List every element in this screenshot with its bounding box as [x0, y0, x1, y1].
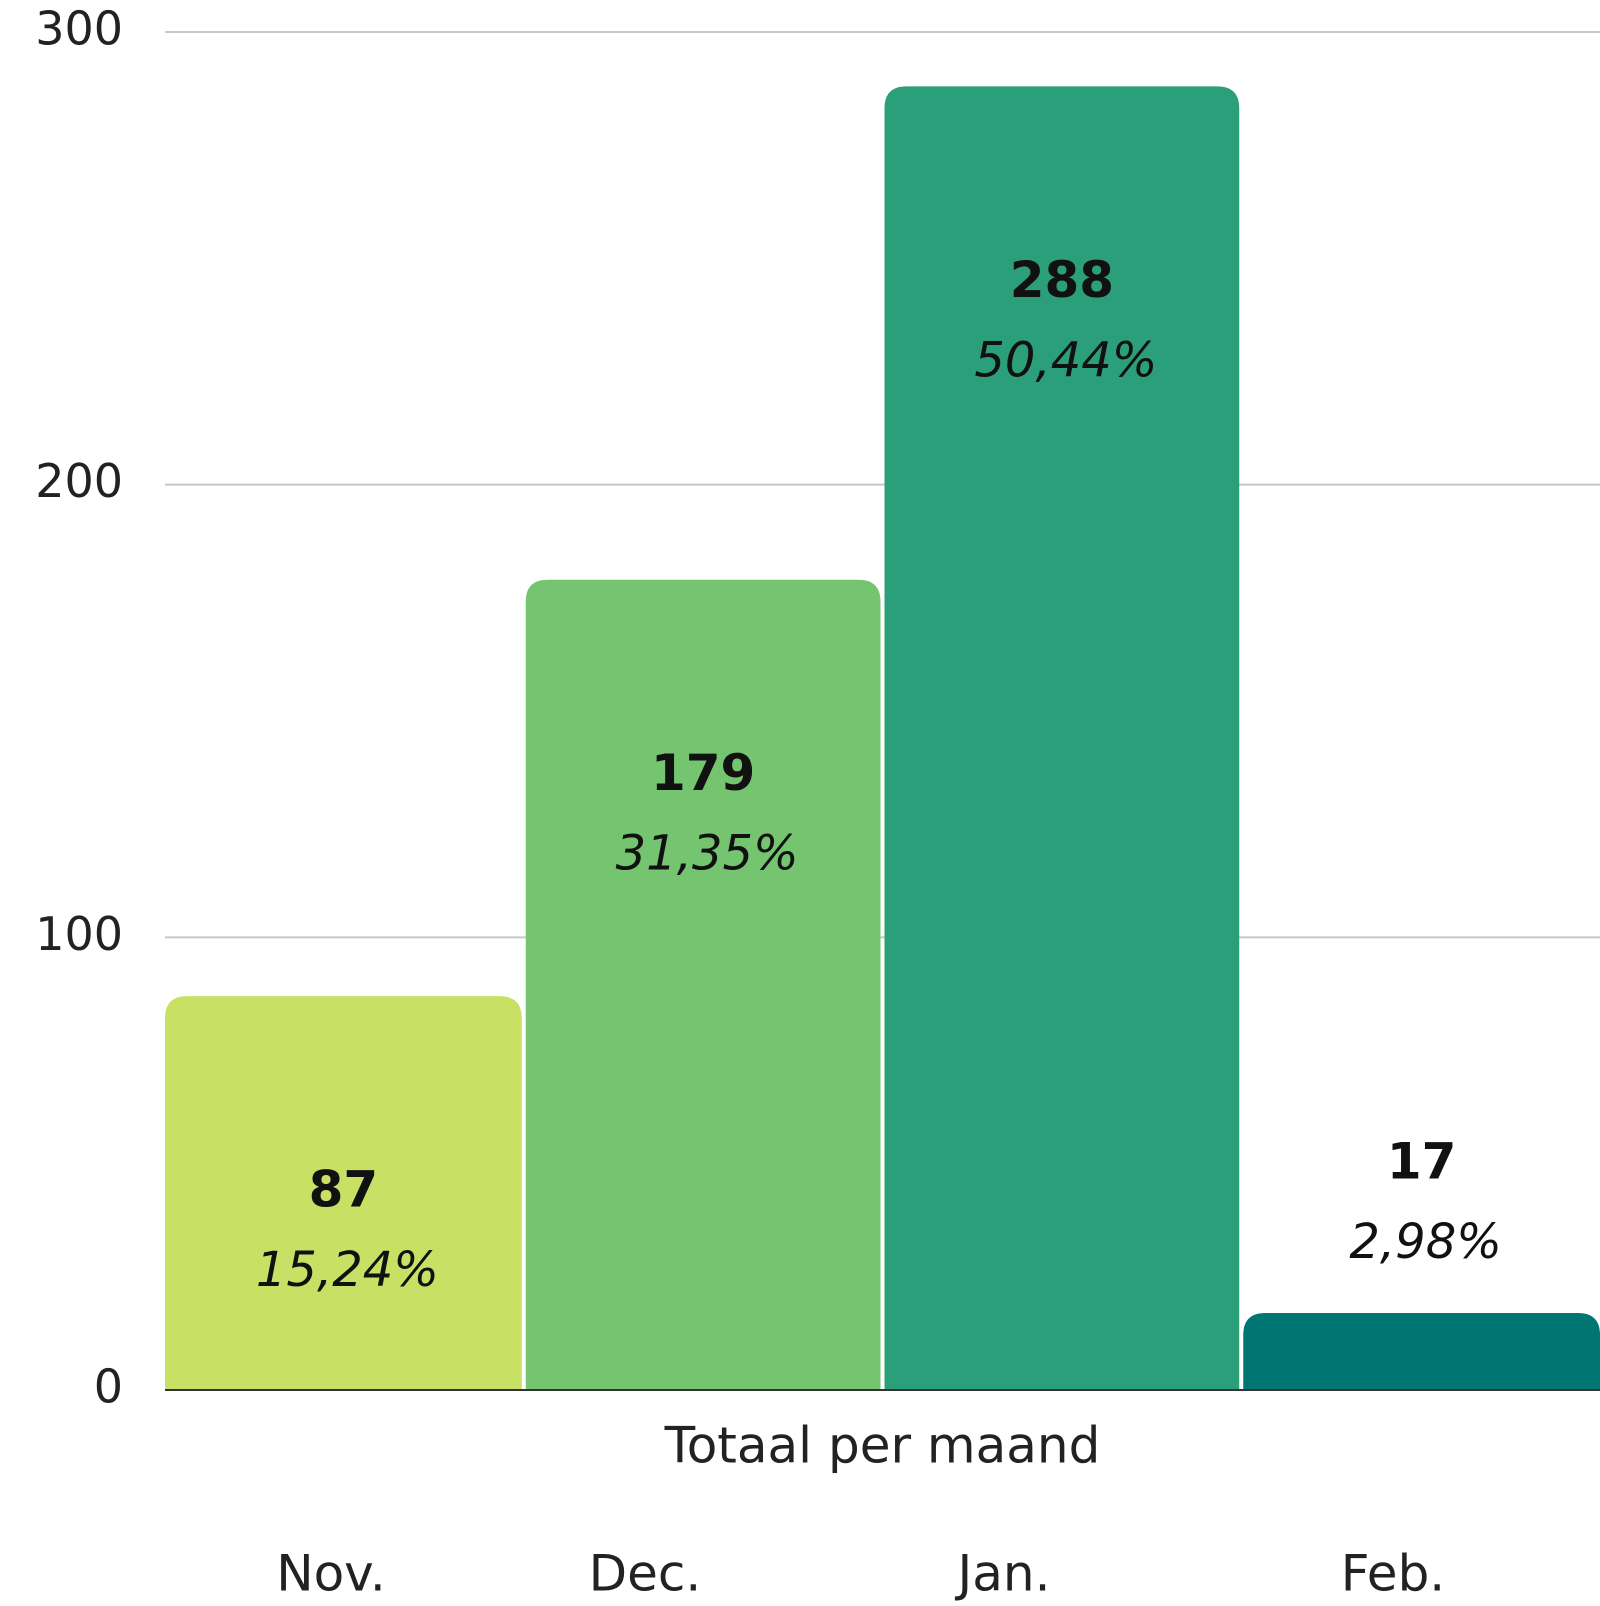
- y-tick-label: 0: [94, 1360, 123, 1414]
- value-label: 17: [1387, 1133, 1457, 1191]
- legend-entry: Jan.: [955, 1545, 1051, 1603]
- bar: [884, 86, 1240, 1391]
- share-label: 2,98%: [1349, 1214, 1501, 1270]
- share-label: 50,44%: [974, 332, 1157, 388]
- share-label: 31,35%: [616, 826, 799, 882]
- value-label: 288: [1010, 251, 1114, 309]
- value-label: 179: [651, 744, 755, 802]
- legend-entry: Nov.: [276, 1545, 386, 1603]
- bar: [165, 996, 522, 1390]
- y-tick-label: 300: [35, 2, 123, 56]
- bar: [525, 579, 881, 1390]
- y-tick-label: 100: [35, 907, 123, 961]
- legend-entry: Dec.: [589, 1545, 702, 1603]
- x-axis-label: Totaal per maand: [664, 1417, 1101, 1475]
- y-tick-label: 200: [35, 454, 123, 508]
- bar: [1243, 1313, 1600, 1390]
- legend-entry: Feb.: [1341, 1545, 1445, 1603]
- value-label: 87: [309, 1161, 379, 1219]
- share-label: 15,24%: [256, 1242, 439, 1298]
